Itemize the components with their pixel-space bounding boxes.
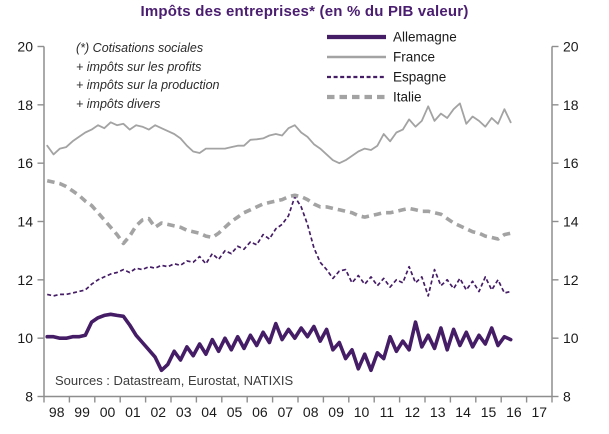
page-title: Impôts des entreprises* (en % du PIB val… [140,3,469,20]
x-tick-label: 08 [303,404,319,420]
y-tick-label-left: 18 [17,97,33,113]
y-tick-label-right: 18 [563,97,579,113]
y-tick-label-right: 12 [563,272,579,288]
x-tick-label: 09 [328,404,344,420]
legend-label-france: France [393,50,435,65]
x-tick-label: 02 [151,404,167,420]
legend-item-italie: Italie [327,90,422,105]
x-tick-label: 14 [455,404,471,420]
series-line-italie [46,178,512,246]
x-tick-label: 99 [74,404,90,420]
x-tick-label: 06 [252,404,268,420]
x-tick-label: 07 [278,404,294,420]
footnote-line-2: + impôts sur les profits [76,59,202,74]
series-line-france [46,102,512,165]
series-line-allemagne [45,312,513,373]
y-tick-label-left: 10 [17,330,33,346]
legend-item-france: France [327,50,435,65]
x-tick-label: 16 [506,404,522,420]
x-tick-label: 05 [227,404,243,420]
chart-footnote: (*) Cotisations sociales + impôts sur le… [76,39,219,113]
x-tick-label: 01 [125,404,141,420]
legend-label-espagne: Espagne [393,70,446,85]
y-tick-label-left: 16 [17,155,33,171]
legend-item-espagne: Espagne [327,70,446,85]
y-tick-label-left: 12 [17,272,33,288]
footnote-line-1: (*) Cotisations sociales [76,41,204,55]
x-tick-label: 00 [100,404,116,420]
x-tick-label: 13 [430,404,446,420]
legend-label-italie: Italie [393,90,422,105]
x-tick-label: 12 [405,404,421,420]
x-tick-label: 98 [49,404,65,420]
y-tick-label-left: 14 [17,214,33,230]
y-tick-label-right: 10 [563,330,579,346]
y-tick-label-right: 20 [563,39,579,55]
x-tick-label: 03 [176,404,192,420]
y-tick-label-right: 8 [563,389,571,405]
footnote-line-4: + impôts divers [76,96,161,111]
x-tick-label: 10 [354,404,370,420]
series-line-espagne [47,195,511,297]
y-tick-label-right: 16 [563,155,579,171]
legend-label-allemagne: Allemagne [393,30,457,45]
sources-note: Sources : Datastream, Eurostat, NATIXIS [55,373,294,388]
x-tick-label: 11 [380,404,395,420]
footnote-line-3: + impôts sur la production [76,78,220,92]
legend-item-allemagne: Allemagne [327,30,457,45]
y-tick-label-left: 20 [17,39,33,55]
y-tick-label-right: 14 [563,214,579,230]
x-tick-label: 04 [201,404,217,420]
y-tick-label-left: 8 [25,389,33,405]
x-tick-label: 15 [481,404,497,420]
x-tick-label: 17 [532,404,548,420]
